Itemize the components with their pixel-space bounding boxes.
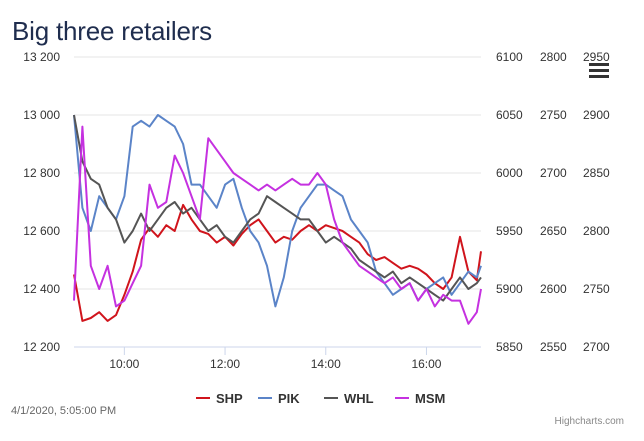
y-tick-label-shp: 13 000 <box>23 108 60 122</box>
y-tick-label-shp: 12 400 <box>23 282 60 296</box>
series-lines <box>73 114 482 325</box>
y-tick-label-whl: 2800 <box>540 50 567 64</box>
y-tick-label-shp: 13 200 <box>23 50 60 64</box>
series-line-shp[interactable] <box>73 203 482 322</box>
x-tick-label: 16:00 <box>411 357 441 371</box>
chart-title: Big three retailers <box>12 16 212 46</box>
hamburger-menu-icon <box>589 63 609 66</box>
hamburger-menu-icon <box>589 69 609 72</box>
y-tick-label-shp: 12 800 <box>23 166 60 180</box>
y-axes: 13 200 13 000 12 800 12 600 12 400 12 200 6100… <box>23 50 610 354</box>
legend[interactable]: SHP PIK WHL MSM <box>196 391 445 406</box>
y-tick-label-pik: 6000 <box>496 166 523 180</box>
credits-link[interactable]: Highcharts.com <box>554 416 624 427</box>
legend-label: PIK <box>278 391 300 406</box>
legend-item-whl[interactable]: WHL <box>324 391 374 406</box>
hamburger-menu-icon <box>589 75 609 78</box>
series-line-msm[interactable] <box>73 125 482 325</box>
legend-item-pik[interactable]: PIK <box>258 391 300 406</box>
y-tick-label-pik: 5850 <box>496 340 523 354</box>
y-tick-label-msm: 2950 <box>583 50 610 64</box>
y-tick-label-msm: 2750 <box>583 282 610 296</box>
y-tick-label-whl: 2750 <box>540 108 567 122</box>
y-tick-label-msm: 2900 <box>583 108 610 122</box>
y-tick-label-msm: 2700 <box>583 340 610 354</box>
legend-item-shp[interactable]: SHP <box>196 391 243 406</box>
y-tick-label-pik: 6100 <box>496 50 523 64</box>
x-tick-label: 12:00 <box>210 357 240 371</box>
legend-label: SHP <box>216 391 243 406</box>
y-tick-label-shp: 12 600 <box>23 224 60 238</box>
legend-label: MSM <box>415 391 445 406</box>
grid-lines <box>74 56 481 348</box>
legend-item-msm[interactable]: MSM <box>395 391 445 406</box>
y-tick-label-whl: 2700 <box>540 166 567 180</box>
y-tick-label-msm: 2850 <box>583 166 610 180</box>
y-tick-label-whl: 2650 <box>540 224 567 238</box>
x-tick-label: 14:00 <box>311 357 341 371</box>
y-tick-label-whl: 2550 <box>540 340 567 354</box>
y-tick-label-whl: 2600 <box>540 282 567 296</box>
y-tick-label-msm: 2800 <box>583 224 610 238</box>
y-tick-label-pik: 6050 <box>496 108 523 122</box>
x-tick-label: 10:00 <box>109 357 139 371</box>
series-line-whl[interactable] <box>73 114 482 302</box>
legend-label: WHL <box>344 391 374 406</box>
y-tick-label-pik: 5900 <box>496 282 523 296</box>
x-axis: 10:00 12:00 14:00 16:00 <box>74 346 481 371</box>
timestamp: 4/1/2020, 5:05:00 PM <box>11 405 117 417</box>
y-tick-label-pik: 5950 <box>496 224 523 238</box>
y-tick-label-shp: 12 200 <box>23 340 60 354</box>
chart-menu-button[interactable] <box>589 63 609 79</box>
